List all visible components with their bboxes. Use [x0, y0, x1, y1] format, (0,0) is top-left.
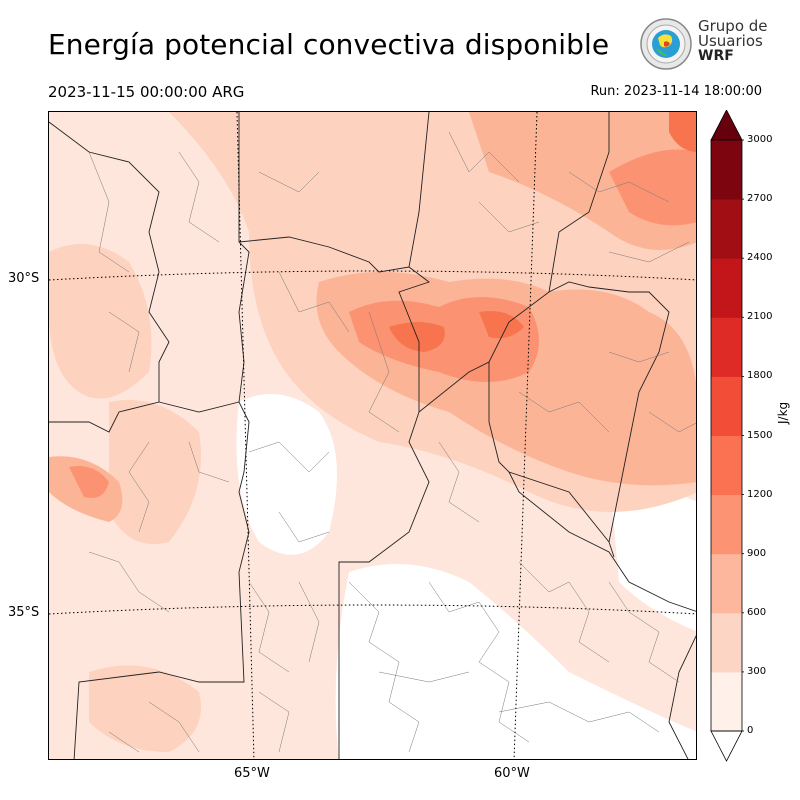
logo-line2: Usuarios: [698, 32, 763, 50]
cape-region-level2: [49, 112, 696, 752]
cape-map: [49, 112, 696, 759]
logo-line3: WRF: [698, 48, 734, 64]
colorbar-tick-label: 300: [747, 665, 767, 677]
colorbar-unit: J/kg: [776, 401, 790, 424]
colorbar-extend-min: [710, 730, 743, 762]
cape-region-level4: [69, 149, 696, 498]
lat-label-30s: 30°S: [8, 271, 40, 286]
colorbar-bin: [711, 553, 742, 614]
logo-line1: Grupo de: [698, 17, 768, 35]
colorbar-bin: [711, 317, 742, 377]
colorbar-tick-label: 3000: [747, 134, 773, 145]
colorbar-bin: [711, 612, 742, 673]
colorbar-extend-max: [710, 109, 743, 141]
colorbar-bin: [711, 140, 742, 200]
lon-label-65w: 65°W: [234, 766, 270, 781]
globe-icon: [640, 18, 692, 70]
graticule: [49, 112, 696, 759]
province-boundaries: [49, 112, 696, 759]
parallel-30S: [49, 270, 696, 281]
colorbar-bin: [711, 258, 742, 318]
colorbar-tick-label: 1500: [747, 429, 773, 441]
colorbar: [710, 109, 746, 766]
wrf-logo: Grupo de Usuarios WRF: [638, 16, 768, 72]
lat-label-35s: 35°S: [8, 605, 40, 620]
colorbar-tick-label: 2400: [747, 252, 773, 264]
department-boundaries: [88, 131, 696, 753]
map-frame: [48, 111, 697, 760]
run-time: Run: 2023-11-14 18:00:00: [590, 84, 762, 99]
colorbar-bin: [711, 494, 742, 555]
valid-time: 2023-11-15 00:00:00 ARG: [48, 83, 245, 101]
colorbar-bin: [711, 435, 742, 496]
lon-label-60w: 60°W: [494, 766, 530, 781]
colorbar-tick-label: 2700: [747, 193, 773, 205]
colorbar-bar: [710, 109, 746, 762]
parallel-35S: [49, 604, 696, 615]
meridian-60W: [513, 112, 538, 759]
colorbar-bin: [711, 671, 742, 732]
map-title: Energía potencial convectiva disponible: [48, 28, 610, 61]
colorbar-tick-label: 900: [747, 547, 767, 559]
colorbar-bin: [711, 199, 742, 259]
meridian-65W: [236, 112, 255, 759]
colorbar-tick-label: 0: [747, 725, 754, 736]
colorbar-tick-label: 1800: [747, 370, 773, 382]
colorbar-tick-label: 600: [747, 606, 767, 618]
colorbar-bin: [711, 376, 742, 436]
colorbar-tick-label: 2100: [747, 311, 773, 323]
colorbar-tick-label: 1200: [747, 488, 773, 500]
cape-region-level5: [389, 112, 696, 352]
